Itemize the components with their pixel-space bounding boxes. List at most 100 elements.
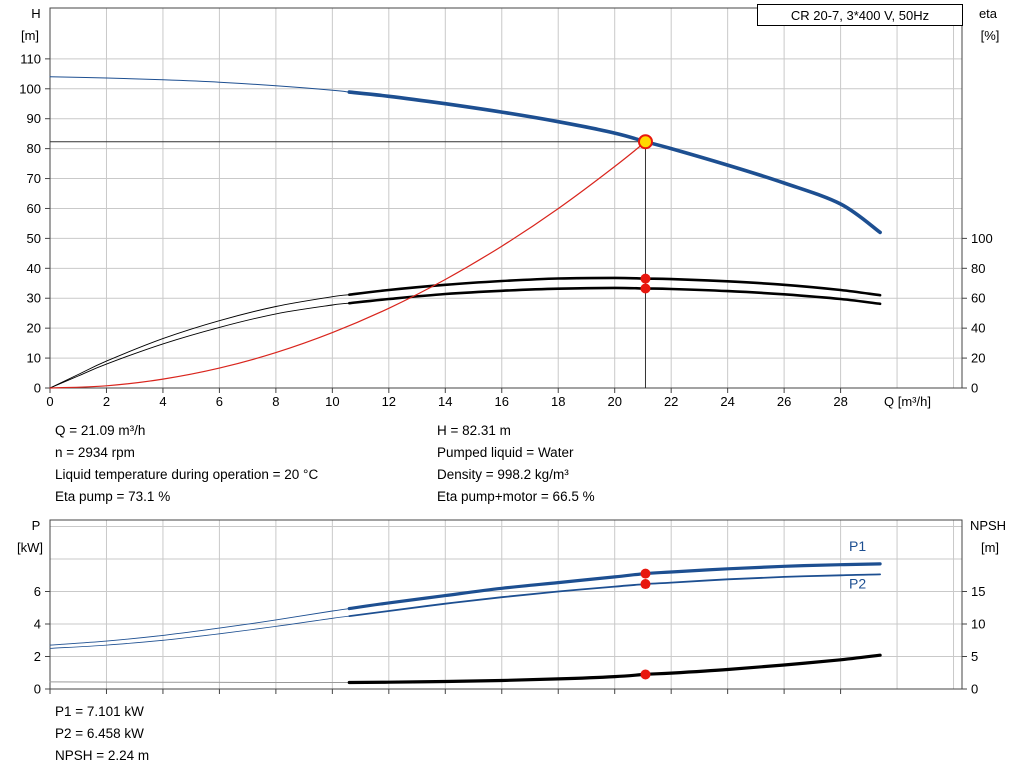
- svg-text:50: 50: [27, 231, 41, 246]
- liquid-temperature-value: Liquid temperature during operation = 20…: [55, 467, 319, 482]
- svg-text:[%]: [%]: [981, 28, 1000, 43]
- svg-text:80: 80: [971, 261, 985, 276]
- svg-text:100: 100: [19, 81, 41, 96]
- svg-text:10: 10: [971, 617, 985, 632]
- info-row: Eta pump = 73.1 % Eta pump+motor = 66.5 …: [55, 486, 975, 508]
- npsh-value: NPSH = 2.24 m: [55, 748, 150, 763]
- p1-curve: [347, 562, 882, 611]
- eta-pump-motor-marker: [640, 283, 651, 294]
- eta-pump-marker: [640, 273, 651, 284]
- svg-text:6: 6: [216, 394, 223, 409]
- svg-text:100: 100: [971, 231, 993, 246]
- eta-pump-motor-curve: [348, 286, 882, 306]
- eta-pump-curve: [348, 276, 882, 297]
- operating-point-data-block: Q = 21.09 m³/h H = 82.31 m n = 2934 rpm …: [55, 420, 975, 508]
- pump-model-box: CR 20-7, 3*400 V, 50Hz: [757, 4, 963, 26]
- p2-value: P2 = 6.458 kW: [55, 726, 144, 741]
- info-row: n = 2934 rpm Pumped liquid = Water: [55, 442, 975, 464]
- svg-text:14: 14: [438, 394, 452, 409]
- svg-text:40: 40: [971, 321, 985, 336]
- eta-pump-motor-curve-thin: [49, 302, 350, 389]
- plot-border: [49, 7, 963, 389]
- svg-text:0: 0: [34, 381, 41, 396]
- axes: 0 2 4 6 0 5 10 15 P [kW] NPSH [m]: [17, 518, 1006, 697]
- svg-text:60: 60: [971, 291, 985, 306]
- flow-value: Q = 21.09 m³/h: [55, 423, 146, 438]
- duty-point-marker[interactable]: [637, 134, 653, 150]
- svg-text:0: 0: [46, 394, 53, 409]
- p1-marker: [640, 568, 651, 579]
- svg-text:0: 0: [971, 682, 978, 697]
- svg-text:2: 2: [34, 649, 41, 664]
- eta-pump-value: Eta pump = 73.1 %: [55, 489, 171, 504]
- series-label-p1: P1: [849, 538, 866, 554]
- svg-text:12: 12: [382, 394, 396, 409]
- density-value: Density = 998.2 kg/m³: [437, 467, 569, 482]
- p1-value: P1 = 7.101 kW: [55, 704, 144, 719]
- svg-text:[kW]: [kW]: [17, 540, 43, 555]
- plot-border: [49, 519, 963, 690]
- info-row: Q = 21.09 m³/h H = 82.31 m: [55, 420, 975, 442]
- svg-text:4: 4: [159, 394, 166, 409]
- svg-text:26: 26: [777, 394, 791, 409]
- eta-pump-motor-value: Eta pump+motor = 66.5 %: [437, 489, 595, 504]
- svg-text:20: 20: [971, 351, 985, 366]
- svg-text:24: 24: [720, 394, 734, 409]
- svg-text:20: 20: [607, 394, 621, 409]
- pump-curve: [347, 90, 882, 235]
- pumped-liquid-value: Pumped liquid = Water: [437, 445, 574, 460]
- svg-text:eta: eta: [979, 6, 998, 21]
- svg-text:15: 15: [971, 584, 985, 599]
- svg-text:0: 0: [34, 682, 41, 697]
- svg-text:30: 30: [27, 291, 41, 306]
- gridlines: [50, 520, 962, 689]
- npsh-curve-thin: [49, 681, 350, 684]
- svg-text:[m]: [m]: [981, 540, 999, 555]
- power-npsh-chart[interactable]: 0 2 4 6 0 5 10 15 P [kW] NPSH [m] P1 P2: [17, 518, 1006, 697]
- p2-curve: [348, 573, 881, 617]
- svg-text:5: 5: [971, 649, 978, 664]
- p2-marker: [640, 579, 651, 590]
- svg-text:60: 60: [27, 201, 41, 216]
- head-value: H = 82.31 m: [437, 423, 511, 438]
- svg-text:10: 10: [325, 394, 339, 409]
- axes: 0 2 4 6 8 10 12 14 16 18 20 22 24 26 28010203040506070…: [19, 6, 999, 409]
- svg-text:Q [m³/h]: Q [m³/h]: [884, 394, 931, 409]
- svg-text:22: 22: [664, 394, 678, 409]
- svg-text:NPSH: NPSH: [970, 518, 1006, 533]
- pump-curve-thin: [49, 76, 350, 93]
- hq-chart[interactable]: 0 2 4 6 8 10 12 14 16 18 20 22 24 26 28010203040506070…: [19, 6, 999, 409]
- power-npsh-data-block: P1 = 7.101 kW P2 = 6.458 kW NPSH = 2.24 …: [55, 701, 555, 767]
- svg-text:2: 2: [103, 394, 110, 409]
- svg-text:90: 90: [27, 111, 41, 126]
- series-label-p2: P2: [849, 575, 866, 591]
- speed-value: n = 2934 rpm: [55, 445, 135, 460]
- svg-text:16: 16: [495, 394, 509, 409]
- svg-text:80: 80: [27, 141, 41, 156]
- svg-text:10: 10: [27, 351, 41, 366]
- svg-text:8: 8: [272, 394, 279, 409]
- system-curve: [49, 141, 647, 389]
- plot-area[interactable]: [49, 76, 882, 389]
- p2-curve-thin: [49, 615, 350, 649]
- svg-text:40: 40: [27, 261, 41, 276]
- svg-text:H: H: [31, 6, 40, 21]
- npsh-marker: [640, 669, 651, 680]
- npsh-curve: [347, 653, 882, 685]
- info-row: P1 = 7.101 kW: [55, 701, 555, 723]
- svg-text:4: 4: [34, 617, 41, 632]
- gridlines: [50, 8, 962, 388]
- info-row: NPSH = 2.24 m: [55, 745, 555, 767]
- info-row: Liquid temperature during operation = 20…: [55, 464, 975, 486]
- eta-pump-curve-thin: [49, 294, 350, 389]
- svg-text:0: 0: [971, 381, 978, 396]
- p1-curve-thin: [49, 608, 350, 646]
- svg-text:18: 18: [551, 394, 565, 409]
- info-row: P2 = 6.458 kW: [55, 723, 555, 745]
- svg-text:[m]: [m]: [21, 28, 39, 43]
- plot-area[interactable]: [49, 562, 882, 685]
- svg-text:110: 110: [20, 51, 41, 66]
- svg-text:20: 20: [27, 321, 41, 336]
